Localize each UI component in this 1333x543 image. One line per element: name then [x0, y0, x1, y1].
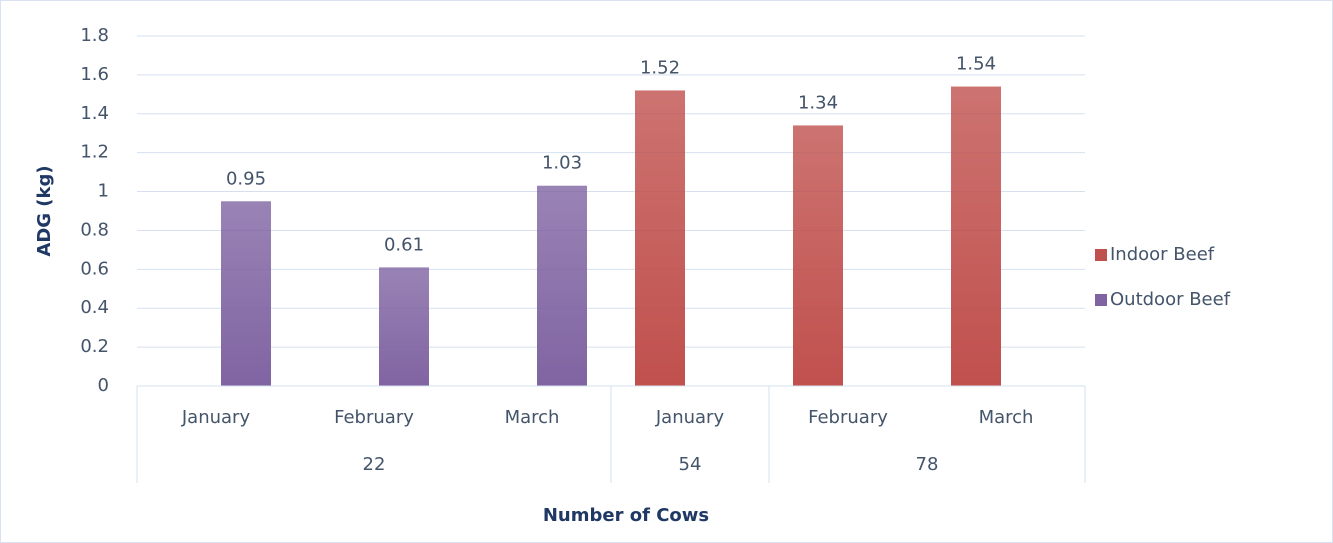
bar: [951, 86, 1001, 387]
y-tick-label: 0: [98, 375, 109, 396]
x-tick-label: January: [181, 407, 251, 428]
data-label: 1.03: [542, 153, 582, 174]
data-label: 0.61: [384, 234, 424, 255]
bar: [379, 267, 429, 386]
x-axis-title: Number of Cows: [543, 505, 709, 526]
x-tick-label: February: [334, 407, 414, 428]
y-tick-label: 0.6: [80, 258, 109, 279]
data-label: 1.52: [640, 57, 680, 78]
y-tick-label: 1.8: [80, 25, 109, 46]
x-tick-label: February: [808, 407, 888, 428]
y-tick-label: 1.2: [80, 142, 109, 163]
group-label: 22: [363, 454, 386, 475]
y-tick-label: 1.6: [80, 64, 109, 85]
legend-label: Outdoor Beef: [1110, 289, 1231, 310]
y-tick-label: 0.8: [80, 219, 109, 240]
bar: [221, 201, 271, 386]
group-label: 78: [916, 454, 939, 475]
data-label: 0.95: [226, 168, 266, 189]
y-tick-label: 0.2: [80, 336, 109, 357]
legend-swatch: [1095, 294, 1107, 306]
y-tick-label: 1: [98, 181, 109, 202]
group-label: 54: [679, 454, 702, 475]
x-tick-label: January: [655, 407, 725, 428]
x-tick-label: March: [505, 407, 560, 428]
bar: [793, 125, 843, 386]
data-label: 1.54: [956, 54, 996, 75]
y-tick-label: 0.4: [80, 297, 109, 318]
legend-swatch: [1095, 249, 1107, 261]
legend-label: Indoor Beef: [1110, 244, 1215, 265]
data-label: 1.34: [798, 92, 838, 113]
y-tick-label: 1.4: [80, 103, 109, 124]
x-tick-label: March: [979, 407, 1034, 428]
bar: [635, 90, 685, 386]
bar: [537, 185, 587, 386]
y-axis-title: ADG (kg): [34, 165, 55, 256]
